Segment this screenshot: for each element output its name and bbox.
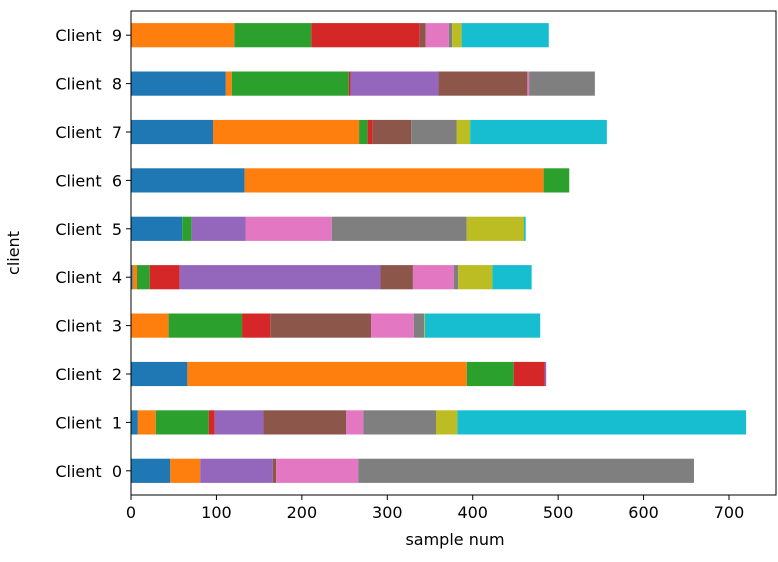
y-tick-label: Client 6 [55, 171, 122, 190]
bar-segment-client-0-class-6 [276, 458, 359, 483]
bar-segment-client-2-class-3 [513, 361, 545, 387]
x-tick-label: 0 [126, 503, 136, 522]
bar-segment-client-1-class-7 [363, 410, 436, 435]
bar-segment-client-4-class-6 [412, 265, 454, 290]
bar-segment-client-7-class-5 [372, 119, 412, 145]
bar-segment-client-4-class-3 [149, 265, 180, 290]
bar-segment-client-8-class-1 [225, 71, 232, 96]
bar-segment-client-3-class-5 [270, 313, 372, 338]
bar-segment-client-4-class-2 [136, 265, 150, 290]
bar-segment-client-7-class-1 [213, 119, 360, 145]
bar-segment-client-4-class-5 [380, 265, 413, 290]
plot-frame [130, 10, 777, 496]
bar-segment-client-8-class-3 [348, 71, 351, 96]
bar-segment-client-1-class-2 [155, 410, 209, 435]
bar-segment-client-8-class-6 [527, 71, 530, 96]
bar-segment-client-3-class-6 [371, 313, 414, 338]
bars-group [131, 23, 747, 483]
x-tick-label: 300 [372, 503, 403, 522]
bar-segment-client-5-class-6 [245, 216, 332, 241]
bar-segment-client-7-class-7 [411, 119, 457, 145]
bar-segment-client-1-class-8 [435, 410, 458, 435]
bar-segment-client-5-class-4 [191, 216, 246, 241]
y-tick-label: Client 1 [55, 413, 122, 432]
x-tick-label: 700 [714, 503, 745, 522]
x-tick-label: 200 [287, 503, 318, 522]
bar-segment-client-8-class-5 [438, 71, 528, 96]
bar-segment-client-0-class-5 [272, 458, 277, 483]
bar-segment-client-0-class-0 [131, 458, 171, 483]
bar-segment-client-1-class-3 [208, 410, 215, 435]
x-axis-label: sample num [405, 530, 504, 549]
y-tick-label: Client 8 [55, 75, 122, 94]
bar-segment-client-2-class-2 [466, 361, 514, 387]
bar-segment-client-6-class-2 [543, 168, 570, 193]
y-tick-label: Client 5 [55, 220, 122, 239]
bar-segment-client-5-class-7 [331, 216, 467, 241]
x-tick-label: 400 [457, 503, 488, 522]
bar-segment-client-9-class-9 [461, 23, 549, 48]
bar-segment-client-0-class-1 [170, 458, 201, 483]
bar-segment-client-8-class-2 [231, 71, 349, 96]
bar-segment-client-0-class-7 [358, 458, 694, 483]
bar-segment-client-4-class-4 [179, 265, 381, 290]
bar-segment-client-5-class-9 [523, 216, 526, 241]
bar-segment-client-7-class-8 [456, 119, 471, 145]
bar-segment-client-4-class-0 [131, 265, 133, 290]
x-tick-label: 100 [201, 503, 232, 522]
bar-segment-client-2-class-4 [544, 361, 547, 387]
y-tick-label: Client 3 [55, 317, 122, 336]
bar-segment-client-5-class-8 [466, 216, 524, 241]
y-tick-label: Client 0 [55, 462, 122, 481]
y-tick-label: Client 2 [55, 365, 122, 384]
bar-segment-client-1-class-5 [263, 410, 347, 435]
bar-segment-client-9-class-7 [448, 23, 453, 48]
bar-segment-client-3-class-7 [413, 313, 425, 338]
y-tick-label: Client 4 [55, 268, 122, 287]
bar-segment-client-4-class-8 [458, 265, 493, 290]
bar-segment-client-5-class-2 [182, 216, 192, 241]
y-tick-label: Client 7 [55, 123, 122, 142]
bar-segment-client-9-class-8 [452, 23, 462, 48]
bar-segment-client-9-class-1 [131, 23, 235, 48]
bar-segment-client-9-class-6 [425, 23, 449, 48]
bar-segment-client-3-class-2 [168, 313, 243, 338]
bar-segment-client-1-class-0 [131, 410, 138, 435]
bar-segment-client-7-class-3 [367, 119, 373, 145]
bar-segment-client-4-class-7 [453, 265, 459, 290]
bar-segment-client-3-class-9 [424, 313, 541, 338]
bar-segment-client-8-class-7 [529, 71, 595, 96]
y-axis-label: client [4, 231, 23, 275]
bar-segment-client-9-class-5 [419, 23, 426, 48]
bar-segment-client-4-class-9 [492, 265, 532, 290]
y-tick-label: Client 9 [55, 26, 122, 45]
bar-segment-client-1-class-4 [214, 410, 264, 435]
bar-segment-client-9-class-3 [311, 23, 420, 48]
x-tick-label: 500 [543, 503, 574, 522]
bar-segment-client-7-class-2 [359, 119, 368, 145]
bar-segment-client-5-class-0 [131, 216, 183, 241]
bar-segment-client-1-class-6 [346, 410, 364, 435]
bar-segment-client-8-class-4 [350, 71, 439, 96]
bar-segment-client-2-class-0 [131, 361, 188, 387]
bar-segment-client-0-class-4 [200, 458, 273, 483]
bar-segment-client-4-class-1 [132, 265, 137, 290]
bar-segment-client-8-class-0 [131, 71, 226, 96]
bar-segment-client-3-class-1 [131, 313, 169, 338]
bar-segment-client-9-class-2 [234, 23, 312, 48]
bar-segment-client-3-class-3 [242, 313, 271, 338]
x-axis: 0 100 200 300 400 500 600 700 [126, 495, 744, 522]
bar-segment-client-7-class-9 [470, 119, 607, 145]
bar-segment-client-6-class-0 [131, 168, 245, 193]
bar-segment-client-6-class-1 [244, 168, 544, 193]
bar-segment-client-1-class-1 [137, 410, 156, 435]
y-axis: Client 0 Client 1 Client 2 Client 3 Client 4… [55, 26, 131, 481]
x-tick-label: 600 [628, 503, 659, 522]
bar-segment-client-7-class-0 [131, 119, 214, 145]
bar-segment-client-3-class-8 [424, 313, 425, 338]
bar-segment-client-2-class-1 [187, 361, 467, 387]
bar-segment-client-1-class-9 [457, 410, 747, 435]
